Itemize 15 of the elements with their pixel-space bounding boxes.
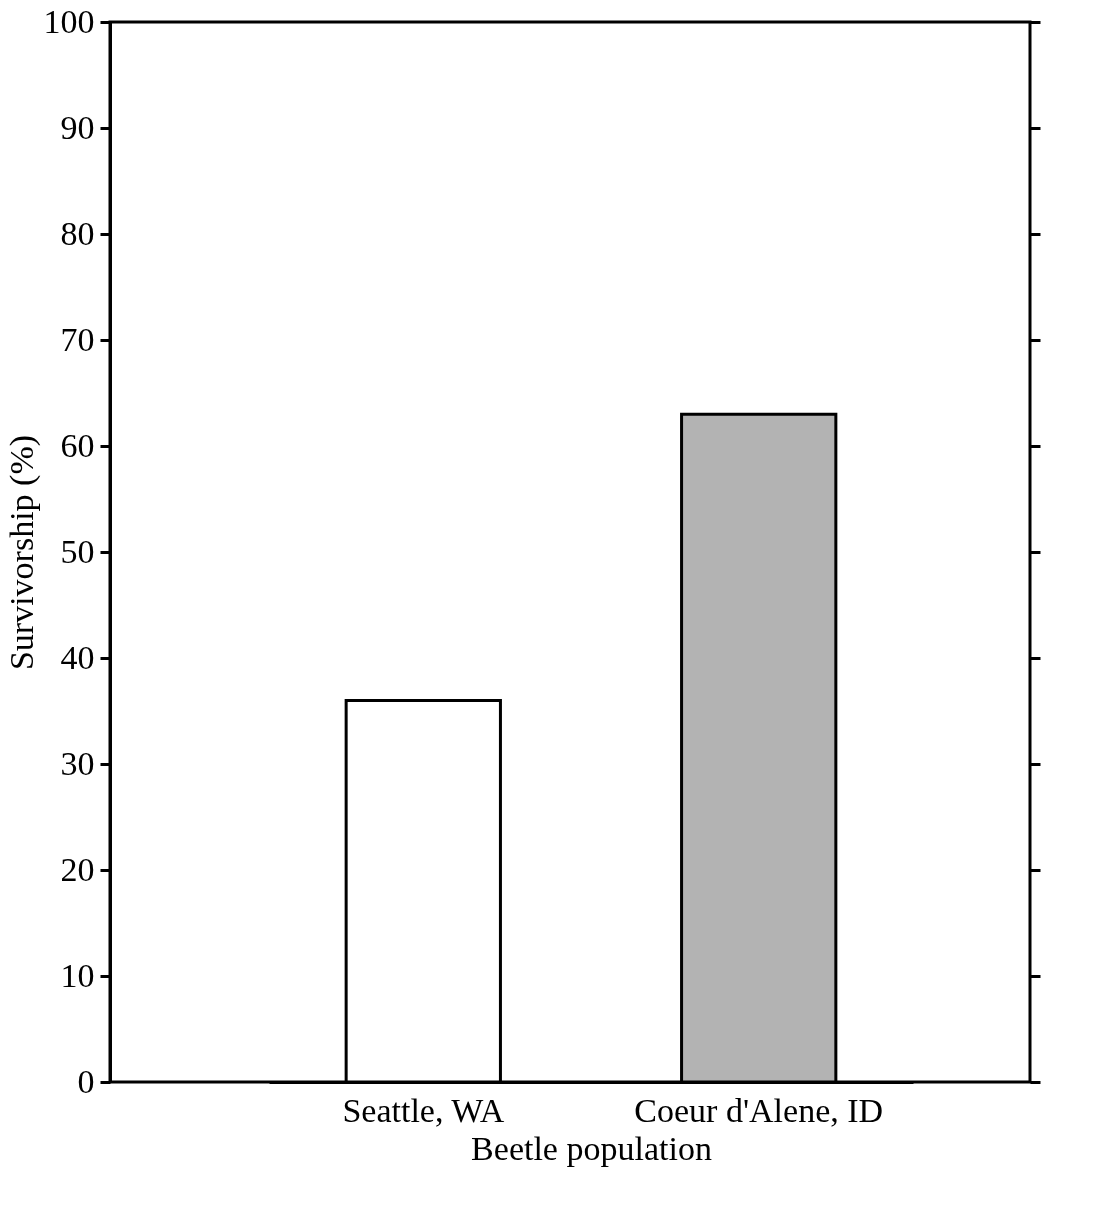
y-tick-label: 10	[60, 956, 95, 994]
y-tick-label: 0	[77, 1062, 95, 1100]
x-tick-label: Seattle, WA	[342, 1091, 505, 1129]
y-tick-label: 20	[60, 850, 95, 888]
x-tick-label: Coeur d'Alene, ID	[634, 1091, 884, 1129]
y-tick-label: 60	[60, 426, 95, 464]
y-tick-label: 80	[60, 214, 95, 252]
x-axis-title: Beetle population	[471, 1129, 712, 1167]
y-tick-label: 100	[43, 2, 95, 40]
y-tick-label: 40	[60, 638, 95, 676]
y-tick-label: 50	[60, 532, 95, 570]
y-tick-label: 70	[60, 320, 95, 358]
y-axis-title: Survivorship (%)	[2, 434, 41, 671]
y-tick-label: 30	[60, 744, 95, 782]
y-tick-label: 90	[60, 108, 95, 146]
